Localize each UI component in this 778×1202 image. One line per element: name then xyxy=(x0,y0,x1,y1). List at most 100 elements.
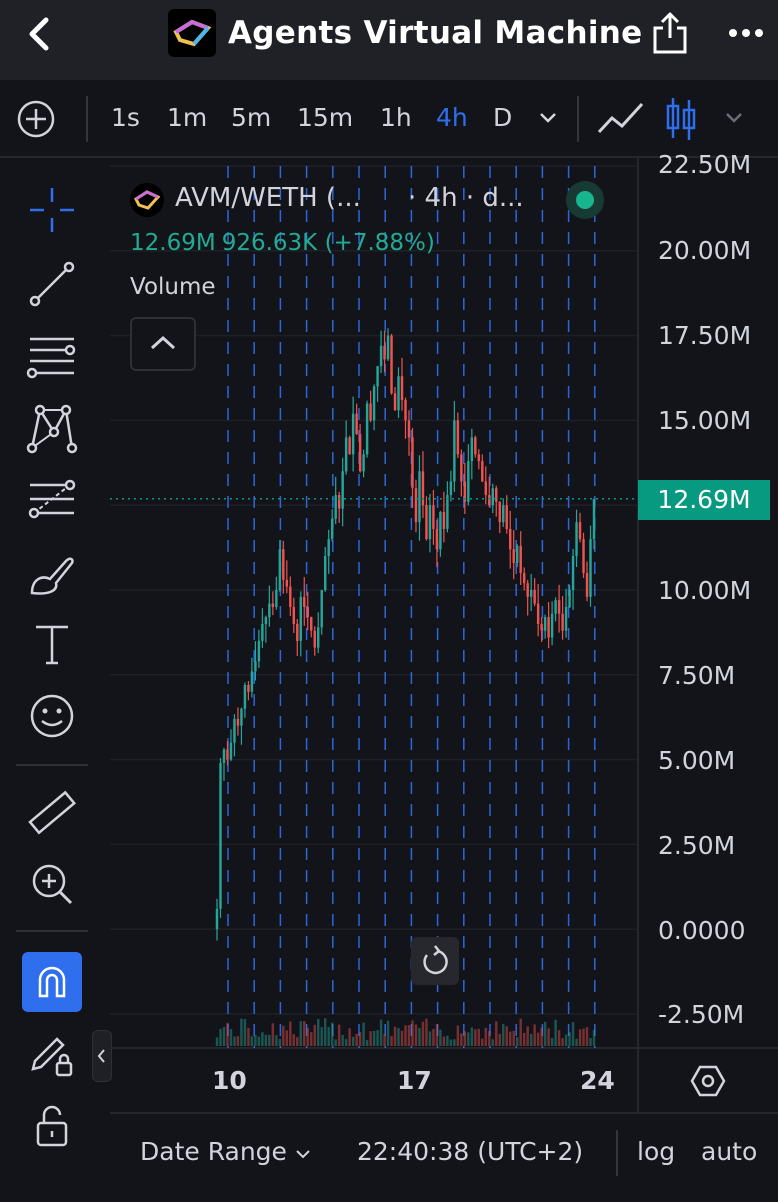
candle-body xyxy=(317,627,320,648)
candle-body xyxy=(327,539,330,557)
tab-timeframe-1h[interactable]: 1h xyxy=(380,103,412,132)
volume-bar xyxy=(481,1038,484,1046)
volume-bar xyxy=(561,1038,564,1046)
volume-bar xyxy=(222,1027,226,1046)
tab-timeframe-1s[interactable]: 1s xyxy=(111,103,140,132)
market-status[interactable] xyxy=(566,181,604,219)
volume-bar xyxy=(467,1032,470,1046)
tab-timeframe-15m[interactable]: 15m xyxy=(297,103,354,132)
price-axis-label: 0.0000 xyxy=(658,916,746,945)
volume-bar xyxy=(582,1028,585,1046)
chevron-down-icon[interactable] xyxy=(724,110,744,126)
volume-bar xyxy=(400,1030,404,1046)
candle-body xyxy=(271,603,275,607)
price-readout: 12.69M 926.63K (+7.88%) xyxy=(130,230,441,256)
candle-body xyxy=(561,613,564,631)
volume-bar xyxy=(404,1025,407,1046)
plus-circle-icon[interactable] xyxy=(16,99,56,139)
volume-bar xyxy=(585,1027,589,1046)
line-chart-icon[interactable] xyxy=(596,98,646,138)
text-tool[interactable] xyxy=(22,614,82,674)
volume-bar xyxy=(372,1030,376,1046)
candle-body xyxy=(386,335,390,360)
tools-divider xyxy=(16,930,88,932)
volume-indicator-label[interactable]: Volume xyxy=(130,274,216,300)
price-axis-label: 17.50M xyxy=(658,321,752,350)
settings-icon[interactable] xyxy=(690,1064,726,1098)
candle-body xyxy=(536,603,540,624)
auto-scale-toggle[interactable]: auto xyxy=(701,1137,758,1166)
volume-bar xyxy=(432,1028,435,1046)
price-change: 926.63K (+7.88%) xyxy=(221,230,435,256)
tab-timeframe-d[interactable]: D xyxy=(493,103,513,132)
reset-icon xyxy=(423,945,448,975)
candle-body xyxy=(463,481,467,502)
collapse-panel-tab[interactable] xyxy=(92,1030,112,1082)
volume-bar xyxy=(271,1023,275,1046)
candle-body xyxy=(236,718,240,726)
volume-bar xyxy=(543,1021,547,1046)
tab-timeframe-4h[interactable]: 4h xyxy=(436,103,468,132)
candlestick-icon[interactable] xyxy=(664,96,698,142)
symbol-timeframe: · 4h · d... xyxy=(408,183,524,213)
volume-bar xyxy=(334,1039,337,1046)
volume-bar xyxy=(250,1036,254,1046)
candle-body xyxy=(393,393,397,411)
app-header: Agents Virtual Machine xyxy=(0,0,778,80)
log-scale-toggle[interactable]: log xyxy=(637,1137,676,1166)
tab-timeframe-1m[interactable]: 1m xyxy=(167,103,208,132)
volume-bar xyxy=(564,1034,568,1046)
back-icon[interactable] xyxy=(22,14,56,54)
tab-timeframe-5m[interactable]: 5m xyxy=(231,103,272,132)
candle-body xyxy=(495,488,498,502)
candle-body xyxy=(358,433,362,472)
pattern-tool[interactable] xyxy=(22,398,82,458)
volume-bar xyxy=(418,1028,421,1046)
symbol-name[interactable]: AVM/WETH (... xyxy=(175,183,361,213)
reset-chart-button[interactable] xyxy=(411,937,459,985)
volume-bar xyxy=(289,1021,292,1046)
forecast-tool[interactable] xyxy=(22,470,82,530)
candle-body xyxy=(519,545,522,574)
volume-bar xyxy=(491,1039,494,1046)
candle-body xyxy=(313,630,316,648)
crosshair-tool[interactable] xyxy=(22,180,82,240)
date-range-label: Date Range xyxy=(140,1137,287,1166)
candle-body xyxy=(372,386,376,421)
ruler-tool[interactable] xyxy=(22,784,82,844)
volume-bar xyxy=(526,1026,529,1046)
price-chart[interactable] xyxy=(110,158,778,1200)
candle-body xyxy=(310,617,313,631)
emoji-tool[interactable] xyxy=(22,686,82,746)
candle-body xyxy=(243,684,247,709)
candle-body xyxy=(491,488,494,506)
fib-tool[interactable] xyxy=(22,326,82,386)
date-range-button[interactable]: Date Range xyxy=(140,1137,311,1166)
volume-bar xyxy=(268,1034,271,1046)
candle-body xyxy=(299,596,302,641)
last-price-tag: 12.69M xyxy=(638,480,770,520)
magnet-tool[interactable] xyxy=(22,952,82,1012)
collapse-legend-button[interactable] xyxy=(130,317,196,371)
volume-bar xyxy=(439,1029,442,1046)
candle-body xyxy=(292,606,296,624)
chevron-down-icon[interactable] xyxy=(538,110,558,126)
candle-body xyxy=(435,528,439,550)
magnet-icon xyxy=(38,966,66,998)
unlock-tool[interactable] xyxy=(22,1096,82,1156)
zoom-in-icon xyxy=(32,864,73,905)
volume-bar xyxy=(369,1031,372,1046)
brush-tool[interactable] xyxy=(22,544,82,604)
trend-line-tool[interactable] xyxy=(22,254,82,314)
volume-bar xyxy=(215,1037,219,1046)
ellipsis-icon[interactable] xyxy=(726,18,766,48)
volume-bar xyxy=(351,1036,355,1046)
candle-body xyxy=(397,376,400,411)
volume-bar xyxy=(243,1018,247,1046)
share-icon[interactable] xyxy=(650,10,690,56)
zoom-tool[interactable] xyxy=(22,854,82,914)
volume-bar xyxy=(236,1036,240,1046)
volume-bar xyxy=(589,1037,592,1046)
timezone-clock[interactable]: 22:40:38 (UTC+2) xyxy=(357,1137,584,1166)
lock-drawings-tool[interactable] xyxy=(22,1024,82,1084)
